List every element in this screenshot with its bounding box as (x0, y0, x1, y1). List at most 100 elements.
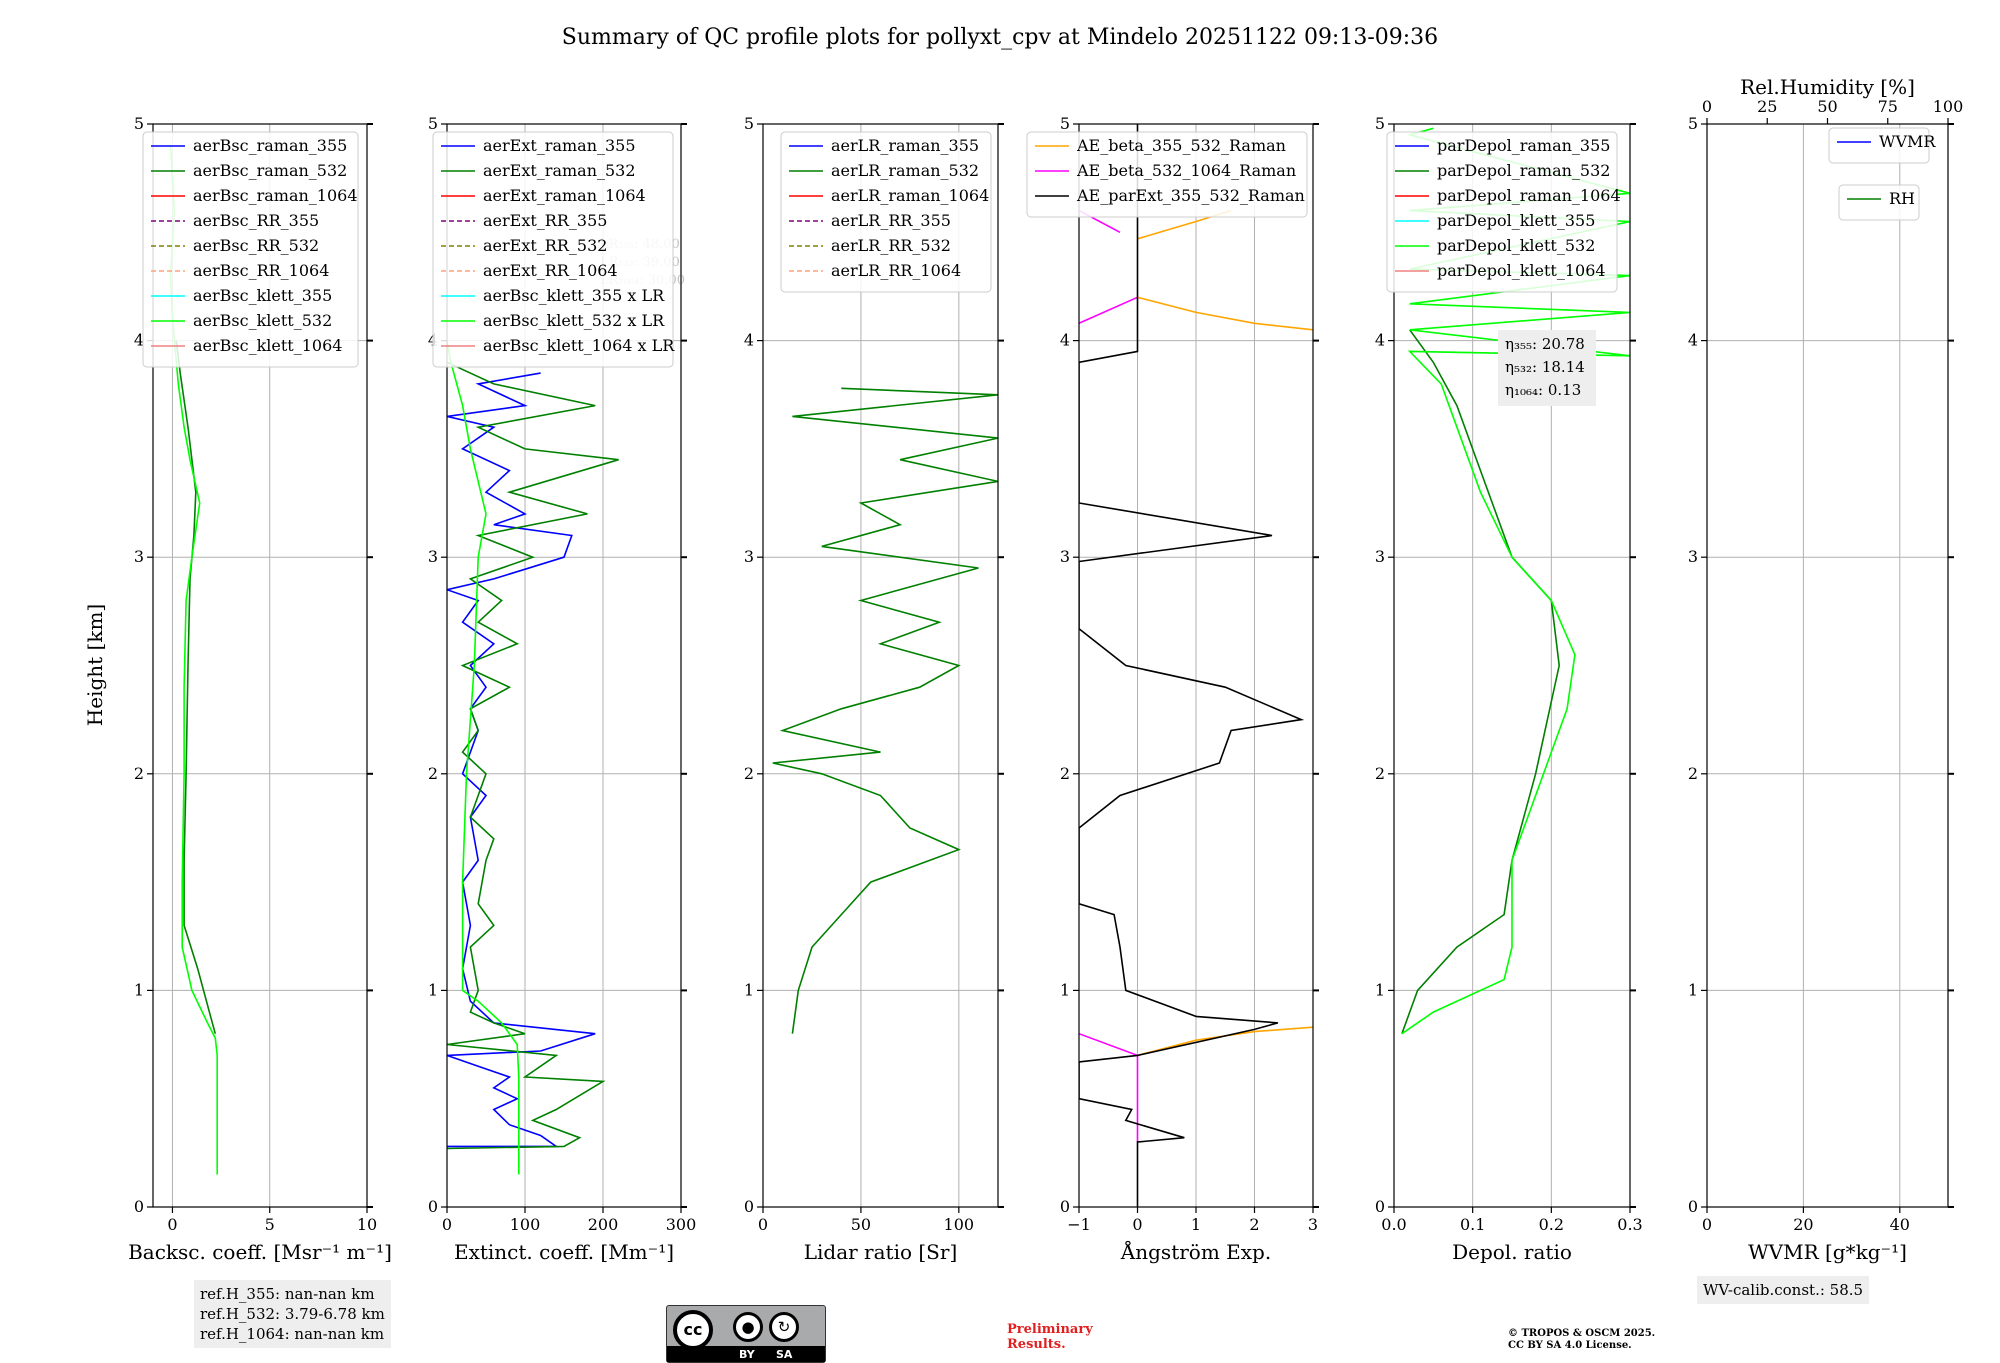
legend-label: aerBsc_raman_355 (193, 136, 347, 155)
series-line-pardepol-klett-532 (1401, 127, 1630, 1035)
x-tick-label: 0 (442, 1215, 452, 1234)
y-tick-label: 4 (134, 331, 144, 350)
legend-label: AE_parExt_355_532_Raman (1076, 186, 1305, 205)
series-line-pardepol-raman-532 (1401, 329, 1561, 1034)
panel-bsc: 0 5 10 0 1 2 3 4 5 Backsc. coeff. [Msr⁻¹ m⁻¹] aerB… (128, 114, 392, 1264)
legend-label: aerLR_raman_355 (831, 136, 979, 155)
legend-rh-frame (1838, 184, 1920, 221)
axes-frame-wv (1706, 123, 1949, 1208)
y-tick-label: 3 (428, 547, 438, 566)
legend-label: AE_beta_532_1064_Raman (1076, 161, 1296, 180)
y-tick-label: 4 (1060, 331, 1070, 350)
legend-label: aerLR_RR_532 (831, 236, 951, 255)
panel-ext: 0100200300012345Extinct. coeff. [Mm⁻¹]LR… (428, 114, 696, 1264)
y-tick-label: 0 (1060, 1197, 1070, 1216)
y-tick-label: 1 (1060, 980, 1070, 999)
legend-label: aerExt_raman_355 (483, 136, 636, 155)
legend-label: aerLR_raman_1064 (831, 186, 989, 205)
legend-bsc: aerBsc_raman_355 aerBsc_raman_532 aerBsc_r… (142, 131, 359, 368)
eta-annotation-line: η₅₃₂: 18.14 (1505, 358, 1585, 376)
legend-label: AE_beta_355_532_Raman (1076, 136, 1286, 155)
reference-height-box: ref.H_355: nan-nan km ref.H_532: 3.79-6.… (194, 1280, 391, 1348)
series-line-aerext-raman-532 (447, 361, 619, 1150)
legend-label: aerLR_RR_355 (831, 211, 951, 230)
legend-bsc-frame (142, 131, 359, 368)
legend-label: parDepol_klett_355 (1437, 211, 1595, 230)
ref-height-1064: ref.H_1064: nan-nan km (200, 1325, 385, 1343)
x-tick-label: 1 (1191, 1215, 1201, 1234)
legend-rh: RH (1838, 184, 1920, 221)
x-tick-label: 3 (1308, 1215, 1318, 1234)
legend-label: aerBsc_klett_532 (193, 311, 332, 330)
grid-ang (1078, 124, 1314, 1207)
legend-label: aerBsc_RR_532 (193, 236, 319, 255)
y-tick-label: 5 (1688, 114, 1698, 133)
copyright-line-2: CC BY SA 4.0 License. (1508, 1340, 1632, 1351)
x-tick-label: 200 (588, 1215, 619, 1234)
license-by-label: BY (739, 1348, 755, 1361)
x-tick-label: −1 (1067, 1215, 1091, 1234)
preliminary-results-note: Preliminary Results. (1007, 1322, 1093, 1352)
cc-by-sa-license-badge: cc ● ↻ BY SA (666, 1305, 826, 1363)
y-axis-label: Height [km] (83, 604, 107, 726)
y-tick-label: 2 (744, 764, 754, 783)
ref-height-355: ref.H_355: nan-nan km (200, 1285, 375, 1303)
x-tick-label: 0 (758, 1215, 768, 1234)
panel-wv: 0 20 40 0 1 2 3 4 5 WVMR [g*kg⁻¹] 0 25 50 75 100 Rel.Hu… (1688, 75, 1963, 1264)
axes-frame-ext (446, 123, 682, 1208)
legend-wv-frame (1828, 127, 1930, 164)
legend-wv: WVMR (1828, 127, 1936, 164)
y-tick-label: 5 (1060, 114, 1070, 133)
series-line-ae-beta-532-1064-raman-lower- (1079, 1032, 1139, 1142)
legend-label: WVMR (1879, 132, 1936, 151)
x-axis-label-lr: Lidar ratio [Sr] (804, 1240, 958, 1264)
legend-ext: aerExt_raman_355 aerExt_raman_532 aerExt_r… (432, 131, 675, 368)
license-sa-label: SA (776, 1348, 793, 1361)
x-tick-label: 0.0 (1381, 1215, 1406, 1234)
legend-ext-frame (432, 131, 674, 368)
legend-label: aerBsc_raman_1064 (193, 186, 358, 205)
top-x-axis-label: Rel.Humidity [%] (1740, 75, 1915, 99)
copyright-line-1: © TROPOS & OSCM 2025. (1508, 1328, 1656, 1339)
y-tick-label: 2 (1375, 764, 1385, 783)
series-group-depol (1401, 127, 1630, 1035)
panel-lr: 0 50 100 0 1 2 3 4 5 Lidar ratio [Sr] aerLR_raman_… (744, 114, 1004, 1264)
y-tick-label: 0 (1375, 1197, 1385, 1216)
eta-annotation-box (1498, 330, 1596, 406)
legend-label: aerExt_raman_532 (483, 161, 636, 180)
y-tick-label: 3 (1060, 547, 1070, 566)
x-tick-label: 10 (357, 1215, 377, 1234)
series-line-ae-beta-355-532-raman-upper- (1137, 296, 1313, 331)
x-axis-label-ext: Extinct. coeff. [Mm⁻¹] (454, 1240, 674, 1264)
top-x-tick-label: 0 (1702, 97, 1712, 116)
x-tick-label: 100 (510, 1215, 541, 1234)
legend-label: aerExt_RR_532 (483, 236, 607, 255)
legend-label: parDepol_klett_1064 (1437, 261, 1606, 280)
legend-depol-frame (1386, 131, 1618, 293)
x-tick-label: 0 (1132, 1215, 1142, 1234)
y-tick-label: 0 (428, 1197, 438, 1216)
legend-label: aerExt_RR_355 (483, 211, 607, 230)
preliminary-line-2: Results. (1007, 1337, 1066, 1352)
y-tick-label: 1 (134, 980, 144, 999)
x-tick-label: 50 (851, 1215, 871, 1234)
top-x-tick-label: 25 (1757, 97, 1777, 116)
series-line-aerbsc-raman-532 (175, 340, 217, 1034)
eta-annotation: η₃₅₅: 20.78 η₅₃₂: 18.14 η₁₀₆₄: 0.13 (1498, 330, 1596, 406)
legend-label: aerBsc_RR_355 (193, 211, 319, 230)
y-tick-label: 1 (1688, 980, 1698, 999)
y-tick-label: 2 (1060, 764, 1070, 783)
axes-frame-depol (1393, 123, 1631, 1208)
grid-wv (1706, 124, 1948, 1207)
share-alike-icon: ↻ (769, 1312, 799, 1342)
y-tick-label: 5 (134, 114, 144, 133)
series-group-ext (447, 340, 619, 1175)
y-tick-label: 4 (1688, 331, 1698, 350)
top-x-tick-label: 100 (1933, 97, 1964, 116)
x-tick-label: 0 (167, 1215, 177, 1234)
legend-label: aerBsc_klett_355 x LR (483, 286, 665, 305)
y-tick-label: 4 (1375, 331, 1385, 350)
legend-label: parDepol_raman_355 (1437, 136, 1610, 155)
attribution-person-icon: ● (733, 1312, 763, 1342)
